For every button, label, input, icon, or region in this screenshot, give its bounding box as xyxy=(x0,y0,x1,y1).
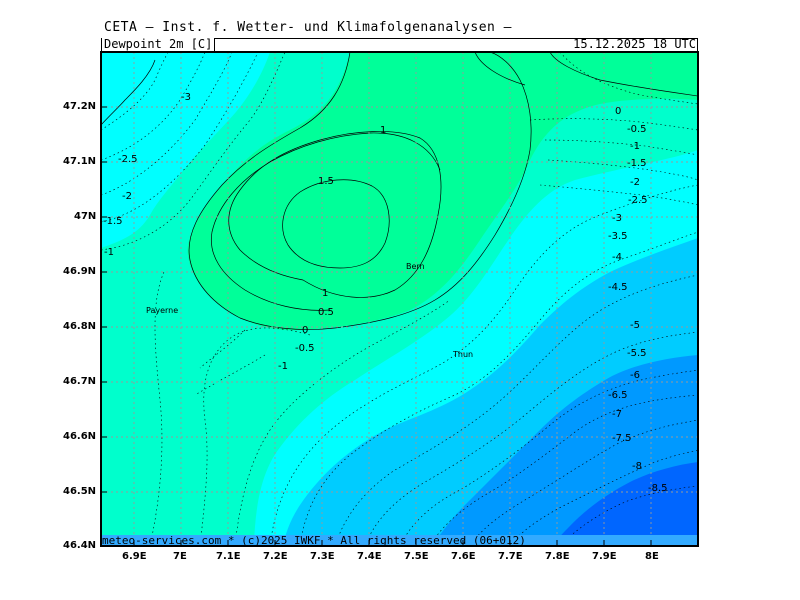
lon-label: 7.4E xyxy=(357,551,382,562)
footer-strip xyxy=(101,535,698,546)
lat-label: 47.2N xyxy=(63,101,97,112)
contour-label: 0 xyxy=(302,325,308,336)
contour-label: -7.5 xyxy=(612,433,632,444)
city-labels: Payerne Bern Thun xyxy=(146,262,473,359)
contour-labels: -3 -2.5 -2 -1.5 -1 1 1.5 1 0.5 0 -0.5 -1… xyxy=(103,92,668,494)
city-label-thun: Thun xyxy=(452,350,473,359)
contour-label: -3.5 xyxy=(608,231,628,242)
contour-label: -3 xyxy=(612,213,622,224)
contour-label: -1 xyxy=(630,141,640,152)
graticule xyxy=(101,52,698,546)
positive-contour-lines xyxy=(101,52,698,330)
contour-label: -1.5 xyxy=(103,216,123,227)
color-fill-layer xyxy=(101,52,698,546)
contour-label: -2 xyxy=(122,191,132,202)
contour-label: -8.5 xyxy=(648,483,668,494)
band-below-minus8 xyxy=(552,462,698,546)
contour-label: -6.5 xyxy=(608,390,628,401)
contour-label: -2.5 xyxy=(118,154,138,165)
contour-label: -2.5 xyxy=(628,195,648,206)
contour-label: -1 xyxy=(104,247,114,258)
contour-label: 1 xyxy=(322,288,328,299)
contour-1.5 xyxy=(282,179,390,269)
lon-label: 7.1E xyxy=(216,551,241,562)
info-bar xyxy=(101,38,698,52)
contour-nw xyxy=(101,59,156,126)
lon-label: 7E xyxy=(173,551,187,562)
lat-label: 46.6N xyxy=(63,431,97,442)
city-label-bern: Bern xyxy=(406,262,425,271)
contour-0.5-1 xyxy=(228,131,442,298)
lon-label: 7.5E xyxy=(404,551,429,562)
contour-label: -3 xyxy=(181,92,191,103)
lon-label: 7.6E xyxy=(451,551,476,562)
lat-label: 46.4N xyxy=(63,540,97,551)
lon-label: 6.9E xyxy=(122,551,147,562)
lon-label: 8E xyxy=(645,551,659,562)
contour-label: -1 xyxy=(278,361,288,372)
contour-1 xyxy=(210,132,441,311)
lon-label: 7.7E xyxy=(498,551,523,562)
city-label-payerne: Payerne xyxy=(146,306,178,315)
contour-label: 0.5 xyxy=(318,307,334,318)
map-title: CETA — Inst. f. Wetter- und Klimafolgena… xyxy=(104,20,513,35)
valid-time: 15.12.2025 18 UTC xyxy=(573,37,696,51)
contour-label: -1.5 xyxy=(627,158,647,169)
band-above-0 xyxy=(187,52,698,331)
map-frame xyxy=(100,51,699,547)
contour-0-north xyxy=(549,52,698,97)
contour-label: 1 xyxy=(380,125,386,136)
copyright-footer: meteo-services.com * (c)2025 IWKF * All … xyxy=(102,534,526,547)
lon-label: 7.8E xyxy=(545,551,570,562)
lat-label: 47N xyxy=(74,211,97,222)
contour-label: -4 xyxy=(612,252,622,263)
contour-label: -6 xyxy=(630,370,640,381)
parameter-label: Dewpoint 2m [C] xyxy=(102,38,216,51)
lat-label: 46.9N xyxy=(63,266,97,277)
lat-label: 46.5N xyxy=(63,486,97,497)
contour-label: -4.5 xyxy=(608,282,628,293)
contour-label: -0.5 xyxy=(627,124,647,135)
contour-label: -5 xyxy=(630,320,640,331)
contour-0 xyxy=(188,52,532,330)
negative-contour-lines xyxy=(101,52,698,546)
lat-label: 46.8N xyxy=(63,321,97,332)
lon-label: 7.3E xyxy=(310,551,335,562)
lat-label: 46.7N xyxy=(63,376,97,387)
contour-label: 1.5 xyxy=(318,176,334,187)
lat-label: 47.1N xyxy=(63,156,97,167)
contour-label: -7 xyxy=(612,409,622,420)
band-nw-minus2-to-minus4 xyxy=(101,52,270,248)
contour-label: -5.5 xyxy=(627,348,647,359)
lon-label: 7.2E xyxy=(263,551,288,562)
contour-label: -2 xyxy=(630,177,640,188)
axis-ticks xyxy=(101,106,652,546)
contour-0-north-b xyxy=(474,52,526,86)
contour-label: -0.5 xyxy=(295,343,315,354)
contour-label: 0 xyxy=(615,106,621,117)
lon-label: 7.9E xyxy=(592,551,617,562)
contour-label: -8 xyxy=(632,461,642,472)
